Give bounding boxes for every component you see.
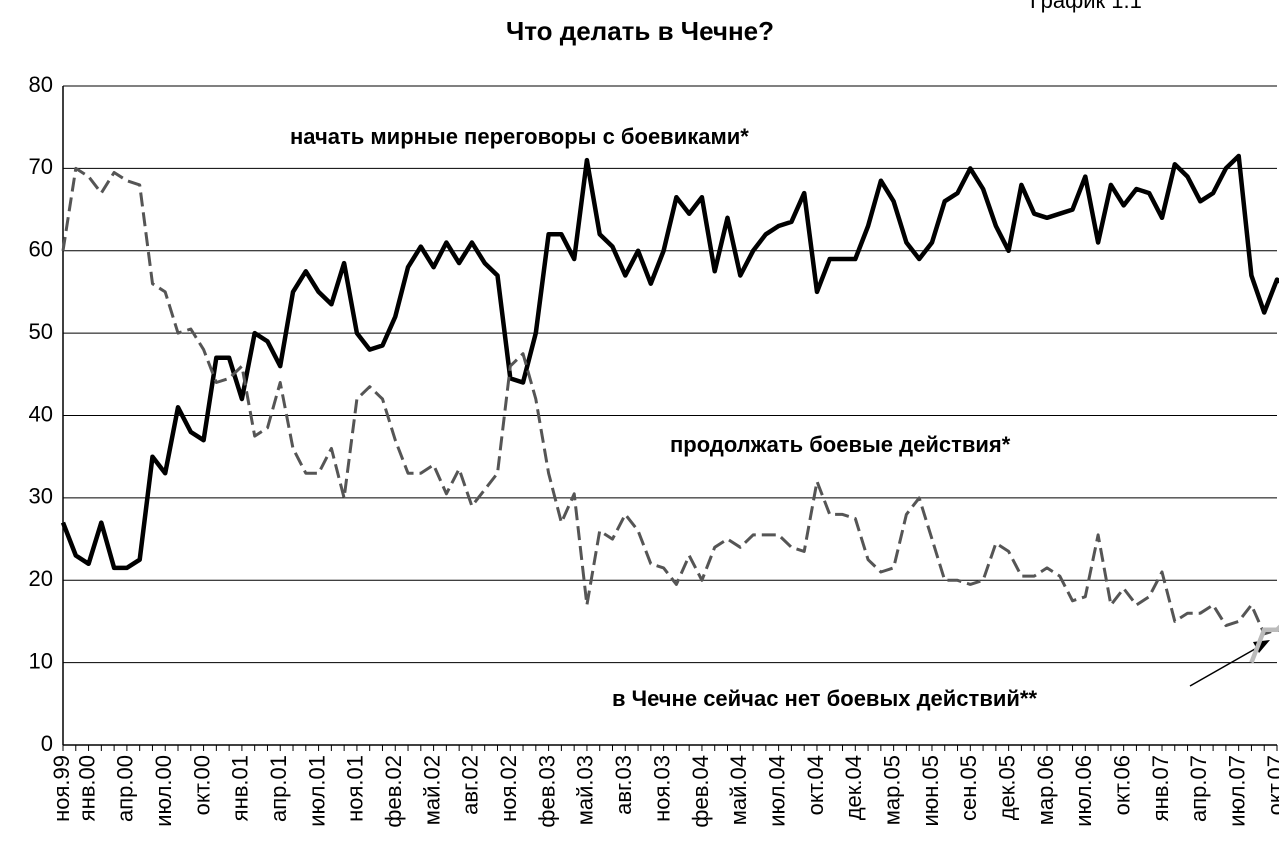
- x-tick-label: июл.06: [1071, 755, 1096, 827]
- x-tick-label: фев.04: [688, 755, 713, 828]
- series-line: [60, 153, 1279, 571]
- x-tick-label: янв.01: [228, 755, 253, 821]
- x-tick-label: мар.05: [879, 755, 904, 825]
- x-tick-label: апр.00: [113, 755, 138, 822]
- chart-title: Что делать в Чечне?: [506, 16, 774, 46]
- x-tick-label: ноя.02: [496, 755, 521, 822]
- x-tick-label: ноя.99: [49, 755, 74, 822]
- x-tick-label: ноя.01: [343, 755, 368, 822]
- y-tick-label: 20: [29, 566, 53, 591]
- x-tick-label: янв.00: [74, 755, 99, 821]
- x-tick-label: дек.05: [994, 755, 1019, 820]
- series-label: продолжать боевые действия*: [670, 432, 1011, 457]
- corner-note: График 1.1: [1030, 0, 1142, 13]
- x-tick-label: мар.06: [1033, 755, 1058, 825]
- series-label: в Чечне сейчас нет боевых действий**: [612, 686, 1037, 711]
- x-tick-label: июл.01: [304, 755, 329, 827]
- x-tick-label: май.04: [726, 755, 751, 825]
- series-label: начать мирные переговоры с боевиками*: [290, 124, 749, 149]
- x-tick-label: апр.01: [266, 755, 291, 822]
- x-tick-label: окт.07: [1263, 755, 1279, 815]
- y-tick-label: 60: [29, 237, 53, 262]
- x-tick-label: июл.07: [1224, 755, 1249, 827]
- x-tick-label: окт.00: [189, 755, 214, 815]
- x-tick-label: июл.00: [151, 755, 176, 827]
- x-tick-label: авг.03: [611, 755, 636, 815]
- arrow-line: [1189, 644, 1263, 687]
- x-tick-label: окт.04: [803, 755, 828, 815]
- x-tick-label: ноя.03: [649, 755, 674, 822]
- y-tick-label: 50: [29, 319, 53, 344]
- y-tick-label: 80: [29, 72, 53, 97]
- x-tick-label: май.02: [419, 755, 444, 825]
- x-tick-label: окт.06: [1109, 755, 1134, 815]
- x-tick-label: авг.02: [458, 755, 483, 815]
- series-line: [1249, 624, 1279, 664]
- y-tick-label: 70: [29, 154, 53, 179]
- x-tick-label: июн.05: [918, 755, 943, 827]
- x-tick-label: янв.07: [1148, 755, 1173, 821]
- x-tick-label: фев.03: [534, 755, 559, 828]
- x-tick-label: дек.04: [841, 755, 866, 820]
- y-tick-label: 0: [41, 731, 53, 756]
- x-tick-label: июл.04: [764, 755, 789, 827]
- x-tick-label: апр.07: [1186, 755, 1211, 822]
- y-tick-label: 30: [29, 484, 53, 509]
- x-tick-label: сен.05: [956, 755, 981, 821]
- x-tick-label: фев.02: [381, 755, 406, 828]
- series-line: [61, 166, 1279, 636]
- y-tick-label: 10: [29, 648, 53, 673]
- y-tick-label: 40: [29, 401, 53, 426]
- x-tick-label: май.03: [573, 755, 598, 825]
